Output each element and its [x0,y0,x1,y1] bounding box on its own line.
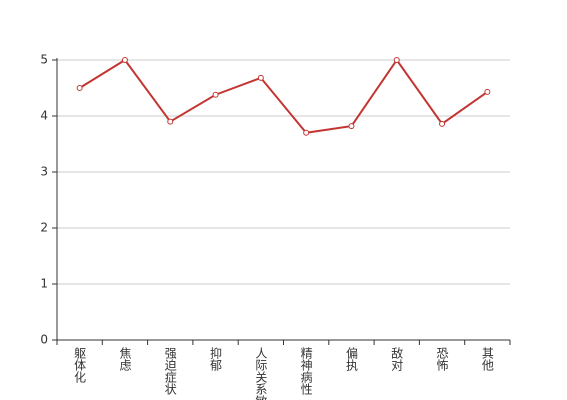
y-tick-label: 1 [40,277,48,291]
y-tick-label: 4 [40,109,48,123]
x-tick-label: 恐怖 [435,347,449,371]
x-tick-label: 其他 [480,347,494,371]
point [76,85,83,91]
x-tick-label: 强迫症状 [163,347,177,395]
y-tick-label: 0 [40,333,48,347]
x-tick-label: 敌对 [390,346,404,371]
x-tick-label: 偏执 [344,346,358,372]
x-tick-label: 躯体化 [73,346,87,384]
line [79,58,488,134]
x-tick-label: 焦虑 [118,347,132,371]
point [484,88,491,95]
point [439,120,446,127]
point [348,123,355,130]
y-tick-label: 3 [40,165,48,179]
y-tick-label: 2 [40,221,48,235]
y-tick-label: 5 [40,53,48,67]
x-tick-label: 抑郁 [209,346,223,372]
point [303,129,310,136]
x-tick-label: 人际关系敏感 [254,347,268,400]
point [167,118,174,125]
x-tick-label: 精神病性 [299,347,313,396]
point [257,74,264,81]
point [212,91,219,98]
point [393,57,400,63]
point [121,57,128,63]
